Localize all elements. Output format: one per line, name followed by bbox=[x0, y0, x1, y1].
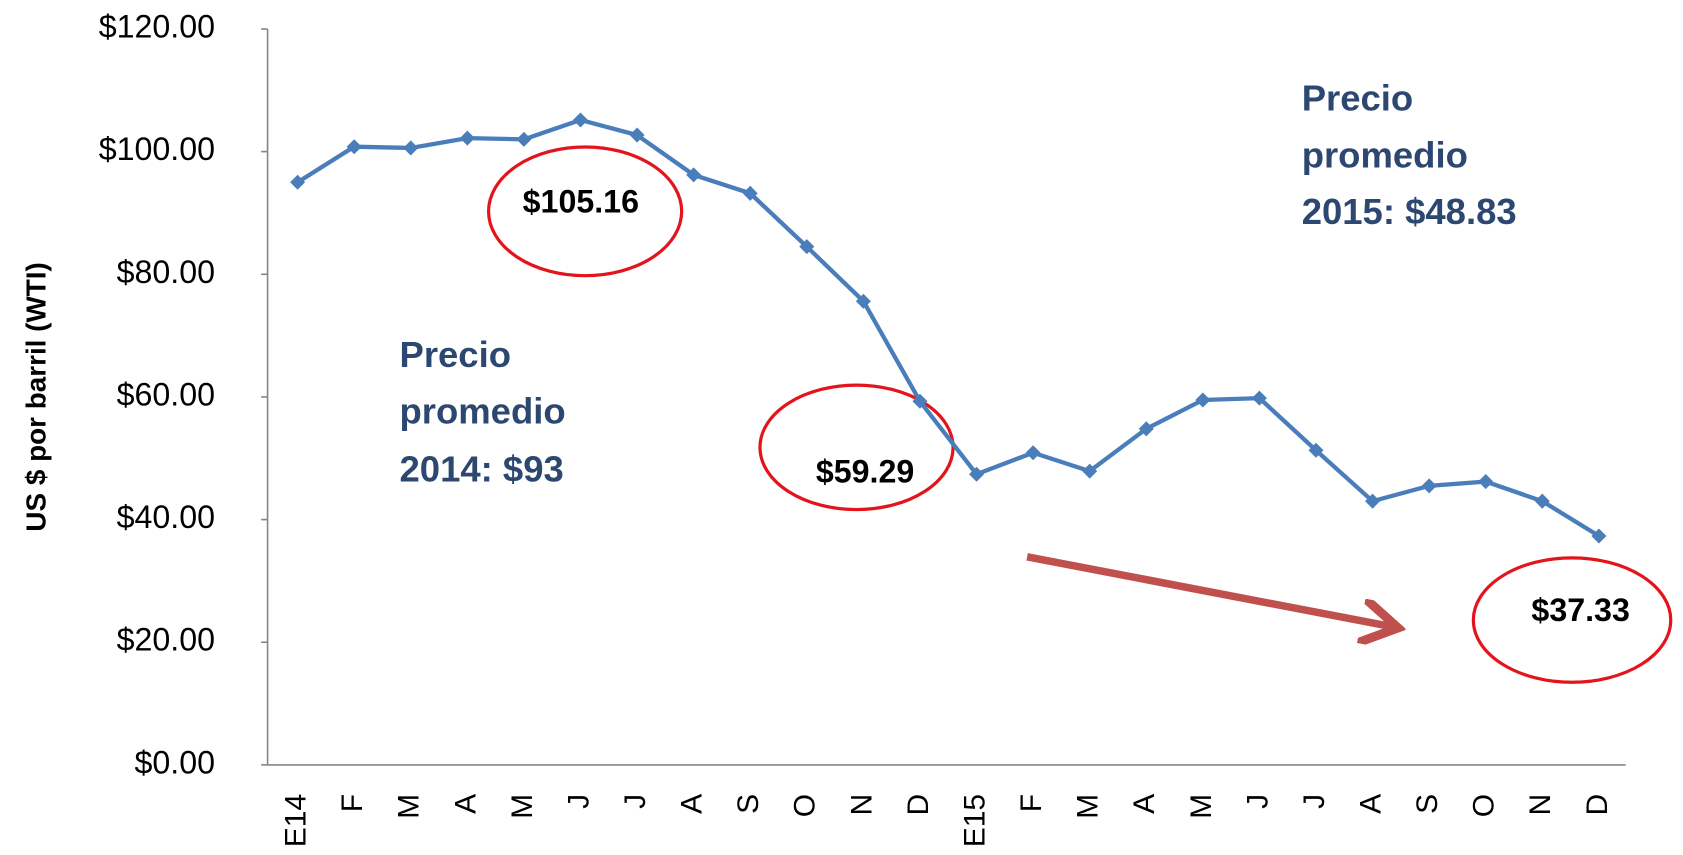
x-tick-label: A bbox=[449, 794, 482, 814]
data-point bbox=[459, 130, 475, 146]
x-tick-label: O bbox=[1468, 794, 1501, 817]
data-point bbox=[912, 393, 928, 409]
x-tick-label: S bbox=[1411, 794, 1444, 814]
x-tick-label: M bbox=[1185, 794, 1218, 819]
data-point bbox=[1421, 478, 1437, 494]
data-point bbox=[1025, 445, 1041, 461]
x-tick-label: F bbox=[1015, 794, 1048, 812]
average-note: 2015: $48.83 bbox=[1302, 191, 1517, 232]
average-note: promedio bbox=[400, 391, 566, 432]
x-tick-label: O bbox=[789, 794, 822, 817]
y-tick-label: $20.00 bbox=[117, 622, 215, 658]
y-tick-label: $100.00 bbox=[99, 131, 215, 167]
x-tick-label: A bbox=[1128, 794, 1161, 814]
x-tick-label: D bbox=[1581, 794, 1614, 816]
data-point bbox=[969, 466, 985, 482]
average-note: Precio bbox=[400, 334, 512, 375]
x-tick-label: J bbox=[562, 794, 595, 809]
x-tick-label: D bbox=[902, 794, 935, 816]
x-tick-label: N bbox=[845, 794, 878, 816]
x-tick-label: E15 bbox=[958, 794, 991, 847]
data-point bbox=[516, 131, 532, 147]
data-point bbox=[1251, 390, 1267, 406]
y-tick-label: $60.00 bbox=[117, 376, 215, 412]
x-tick-label: S bbox=[732, 794, 765, 814]
average-note: promedio bbox=[1302, 134, 1468, 175]
trend-arrow bbox=[1026, 553, 1391, 627]
data-point bbox=[1195, 392, 1211, 408]
x-tick-label: J bbox=[1241, 794, 1274, 809]
highlight-ellipse bbox=[486, 145, 684, 278]
x-tick-label: M bbox=[393, 794, 426, 819]
x-tick-label: J bbox=[1298, 794, 1331, 809]
data-point bbox=[1138, 421, 1154, 437]
x-tick-label: A bbox=[1355, 794, 1388, 814]
data-point bbox=[1478, 474, 1494, 490]
y-tick-label: $120.00 bbox=[99, 8, 215, 44]
x-tick-label: M bbox=[1072, 794, 1105, 819]
data-point bbox=[742, 185, 758, 201]
data-point bbox=[855, 293, 871, 309]
value-annotation: $37.33 bbox=[1531, 592, 1629, 628]
x-tick-label: F bbox=[336, 794, 369, 812]
average-note: Precio bbox=[1302, 77, 1414, 118]
y-tick-label: $40.00 bbox=[117, 499, 215, 535]
y-tick-label: $0.00 bbox=[134, 744, 215, 780]
y-tick-label: $80.00 bbox=[117, 254, 215, 290]
average-note: 2014: $93 bbox=[400, 449, 564, 490]
x-tick-label: M bbox=[506, 794, 539, 819]
data-point bbox=[403, 140, 419, 156]
value-annotation: $59.29 bbox=[816, 454, 914, 490]
x-tick-label: A bbox=[676, 794, 709, 814]
highlight-ellipse bbox=[1471, 556, 1673, 684]
x-tick-label: J bbox=[619, 794, 652, 809]
x-tick-label: E14 bbox=[280, 794, 313, 847]
x-tick-label: N bbox=[1524, 794, 1557, 816]
data-line bbox=[296, 117, 1601, 538]
y-axis-label: US $ por barril (WTI) bbox=[20, 262, 51, 531]
data-point bbox=[572, 112, 588, 128]
value-annotation: $105.16 bbox=[523, 183, 639, 219]
